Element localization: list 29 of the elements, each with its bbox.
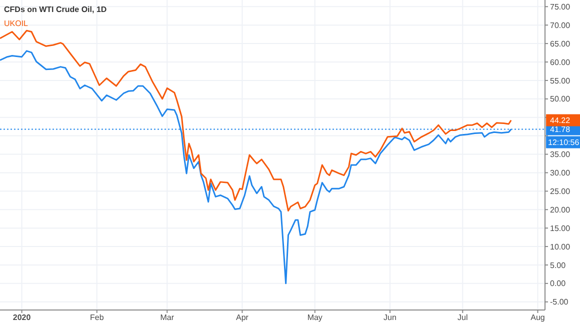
y-tick-label: 70.00 bbox=[550, 20, 571, 30]
y-tick-label: 5.00 bbox=[550, 260, 566, 270]
line-series bbox=[0, 30, 512, 212]
y-tick-label: 20.00 bbox=[550, 205, 571, 214]
y-tick-label: 35.00 bbox=[550, 150, 571, 160]
y-tick-label: 75.00 bbox=[550, 2, 571, 12]
series-label: UKOIL bbox=[4, 19, 29, 28]
text: 44.22 bbox=[550, 116, 571, 126]
y-tick-label: 50.00 bbox=[550, 94, 571, 104]
x-tick-label: Jul bbox=[458, 313, 468, 322]
x-tick-label: Mar bbox=[160, 313, 174, 322]
y-tick-label: 10.00 bbox=[550, 242, 571, 252]
x-tick-label: Feb bbox=[90, 313, 104, 322]
y-tick-label: 55.00 bbox=[550, 76, 571, 86]
y-tick-label: -5.00 bbox=[550, 298, 569, 307]
x-tick-label: Aug bbox=[530, 313, 545, 322]
x-tick-label: May bbox=[307, 313, 322, 322]
y-tick-label: 0.00 bbox=[550, 279, 566, 288]
text: CFDs on WTI Crude Oil, 1D bbox=[4, 5, 107, 14]
y-tick-label: 25.00 bbox=[550, 186, 571, 196]
y-tick-label: 15.00 bbox=[550, 224, 571, 233]
x-tick-label: 2020 bbox=[12, 313, 32, 322]
ref-line-label: 41.78 bbox=[550, 125, 571, 134]
y-tick-label: 60.00 bbox=[550, 58, 571, 67]
text: 12:10:56 bbox=[548, 138, 580, 148]
y-tick-label: 30.00 bbox=[550, 168, 571, 178]
x-tick-label: Jun bbox=[384, 313, 396, 322]
x-tick-label: Apr bbox=[236, 313, 249, 322]
y-tick-label: 65.00 bbox=[550, 39, 571, 48]
